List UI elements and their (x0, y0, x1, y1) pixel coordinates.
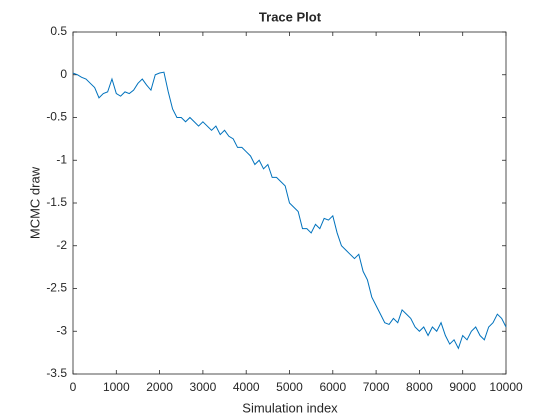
y-tick-label: 0 (60, 67, 67, 81)
x-tick-label: 4000 (233, 380, 260, 394)
x-tick-label: 5000 (276, 380, 303, 394)
y-tick-label: -2 (56, 238, 67, 252)
y-tick-label: -3.5 (46, 366, 67, 380)
x-tick-label: 10000 (489, 380, 523, 394)
chart-title: Trace Plot (259, 9, 322, 24)
x-axis-label: Simulation index (242, 400, 338, 415)
y-tick-label: -1.5 (46, 195, 67, 209)
x-tick-label: 8000 (406, 380, 433, 394)
x-tick-label: 9000 (449, 380, 476, 394)
y-tick-label: -1 (56, 152, 67, 166)
y-tick-label: -0.5 (46, 110, 67, 124)
y-axis-label: MCMC draw (27, 166, 42, 239)
x-tick-label: 6000 (319, 380, 346, 394)
x-tick-label: 7000 (363, 380, 390, 394)
x-tick-label: 3000 (190, 380, 217, 394)
x-tick-label: 1000 (103, 380, 130, 394)
y-tick-label: 0.5 (50, 24, 67, 38)
trace-line (72, 71, 507, 350)
x-tick-label: 2000 (146, 380, 173, 394)
y-tick-label: -2.5 (46, 281, 67, 295)
x-tick-label: 0 (70, 380, 77, 394)
y-tick-label: -3 (56, 323, 67, 337)
